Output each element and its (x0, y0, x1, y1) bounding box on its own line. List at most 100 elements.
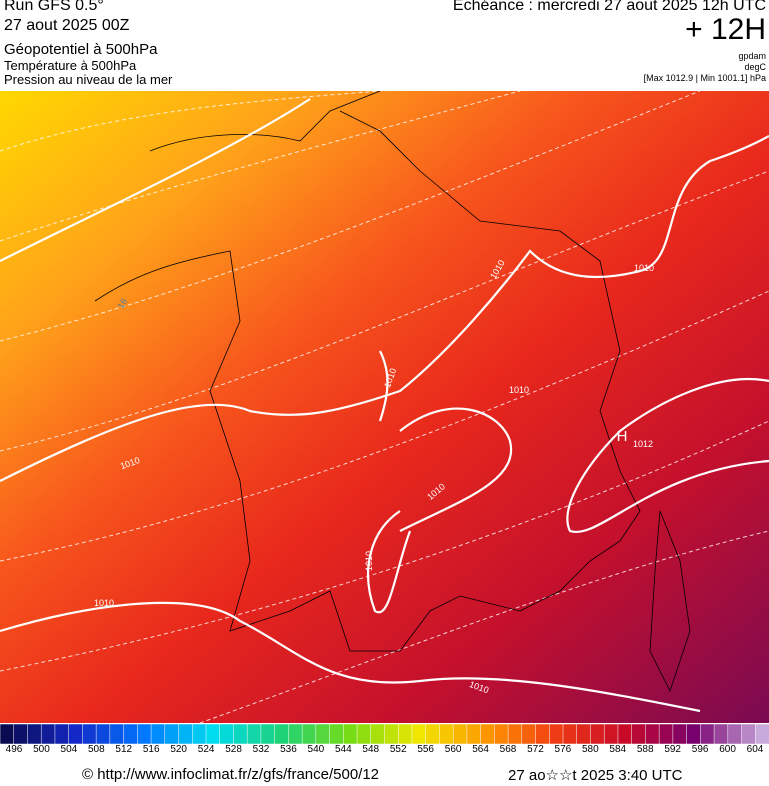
colorbar-label: 520 (170, 744, 187, 754)
run-date: 27 aout 2025 00Z (4, 17, 130, 34)
colorbar-swatch (631, 724, 647, 745)
contour-label: 16 (116, 297, 130, 311)
colorbar-swatch (27, 724, 42, 745)
colorbar-swatch (178, 724, 193, 745)
colorbar-swatch (54, 724, 70, 745)
unit-label: degC (744, 62, 766, 72)
colorbar-label: 584 (609, 744, 626, 754)
colorbar-label: 500 (33, 744, 50, 754)
colorbar-swatch (40, 724, 56, 745)
contour-label: 1010 (634, 263, 654, 273)
colorbar-label: 496 (6, 744, 23, 754)
colorbar-label: 504 (61, 744, 78, 754)
footer-timestamp: 27 ao☆☆t 2025 3:40 UTC (508, 767, 683, 784)
colorbar-swatch (617, 724, 633, 745)
colorbar-swatch (439, 724, 454, 745)
field-label: Pression au niveau de la mer (4, 72, 173, 87)
contour-label: 1010 (364, 551, 374, 571)
colorbar-swatch (68, 724, 84, 745)
colorbar-swatch (672, 724, 688, 745)
colorbar-label: 544 (335, 744, 352, 754)
unit-label: gpdam (738, 51, 766, 61)
colorbar-label: 540 (308, 744, 325, 754)
colorbar-swatch (741, 724, 757, 745)
colorbar-label: 536 (280, 744, 297, 754)
colorbar-swatch (700, 724, 715, 745)
colorbar-label: 516 (143, 744, 160, 754)
colorbar-label: 560 (445, 744, 462, 754)
field-label: Géopotentiel à 500hPa (4, 41, 158, 58)
colorbar-swatch (397, 724, 413, 745)
forecast-offset: + 12H (685, 13, 766, 46)
field-label: Température à 500hPa (4, 58, 137, 73)
colorbar-swatch (713, 724, 729, 745)
colorbar-label: 528 (225, 744, 242, 754)
colorbar-label: 580 (582, 744, 599, 754)
colorbar-swatch (603, 724, 619, 745)
colorbar-label: 556 (417, 744, 434, 754)
colorbar-swatch (219, 724, 235, 745)
colorbar-swatch (301, 724, 317, 745)
colorbar-swatch (480, 724, 496, 745)
colorbar-swatch (535, 724, 551, 745)
colorbar-swatch (452, 724, 468, 745)
colorbar-swatch (645, 724, 660, 745)
colorbar-swatch (95, 724, 111, 745)
footer-url: © http://www.infoclimat.fr/z/gfs/france/… (82, 766, 380, 783)
colorbar: 496 500 504 508 512 516 520 524 528 532 536 540 544 5… (0, 724, 769, 754)
isobars (0, 98, 769, 713)
colorbar-label: 568 (500, 744, 517, 754)
colorbar-swatch (411, 724, 427, 745)
colorbar-label: 512 (115, 744, 132, 754)
colorbar-label: 576 (555, 744, 572, 754)
colorbar-swatch (260, 724, 276, 745)
coastlines (94, 91, 691, 693)
colorbar-swatch (137, 724, 152, 745)
contour-label: 1010 (94, 598, 114, 608)
colorbar-swatch (658, 724, 674, 745)
colorbar-swatch (755, 724, 769, 745)
colorbar-swatch (123, 724, 139, 745)
colorbar-swatch (274, 724, 290, 745)
colorbar-swatch (686, 724, 702, 745)
run-title: Run GFS 0.5° (4, 0, 104, 14)
colorbar-swatch (13, 724, 29, 745)
colorbar-swatch (246, 724, 262, 745)
colorbar-swatch (507, 724, 523, 745)
colorbar-label: 572 (527, 744, 544, 754)
colorbar-swatch (343, 724, 358, 745)
colorbar-swatch (576, 724, 592, 745)
colorbar-swatch (82, 724, 97, 745)
colorbar-swatch (164, 724, 180, 745)
colorbar-swatch (590, 724, 605, 745)
colorbar-label: 588 (637, 744, 654, 754)
colorbar-swatch (233, 724, 248, 745)
colorbar-swatch (562, 724, 578, 745)
colorbar-swatch (329, 724, 345, 745)
colorbar-label: 532 (253, 744, 270, 754)
contour-label: 1010 (509, 385, 529, 395)
colorbar-swatch (466, 724, 482, 745)
geopotential-lines (0, 91, 769, 723)
colorbar-swatch (384, 724, 399, 745)
colorbar-label: 548 (362, 744, 379, 754)
colorbar-label: 552 (390, 744, 407, 754)
colorbar-swatch (315, 724, 331, 745)
colorbar-swatch (521, 724, 537, 745)
colorbar-label: 508 (88, 744, 105, 754)
colorbar-label: 600 (719, 744, 736, 754)
colorbar-swatch (425, 724, 441, 745)
range-label: [Max 1012.9 | Min 1001.1] hPa (643, 73, 766, 83)
colorbar-swatch (494, 724, 509, 745)
forecast-time: Echéance : mercredi 27 aout 2025 12h UTC (452, 0, 766, 14)
colorbar-label: 604 (747, 744, 764, 754)
colorbar-swatch (192, 724, 207, 745)
colorbar-label: 596 (692, 744, 709, 754)
colorbar-swatch (205, 724, 221, 745)
colorbar-swatch (727, 724, 743, 745)
colorbar-swatch (0, 724, 15, 745)
colorbar-swatch (356, 724, 372, 745)
pressure-center: H (617, 428, 628, 445)
